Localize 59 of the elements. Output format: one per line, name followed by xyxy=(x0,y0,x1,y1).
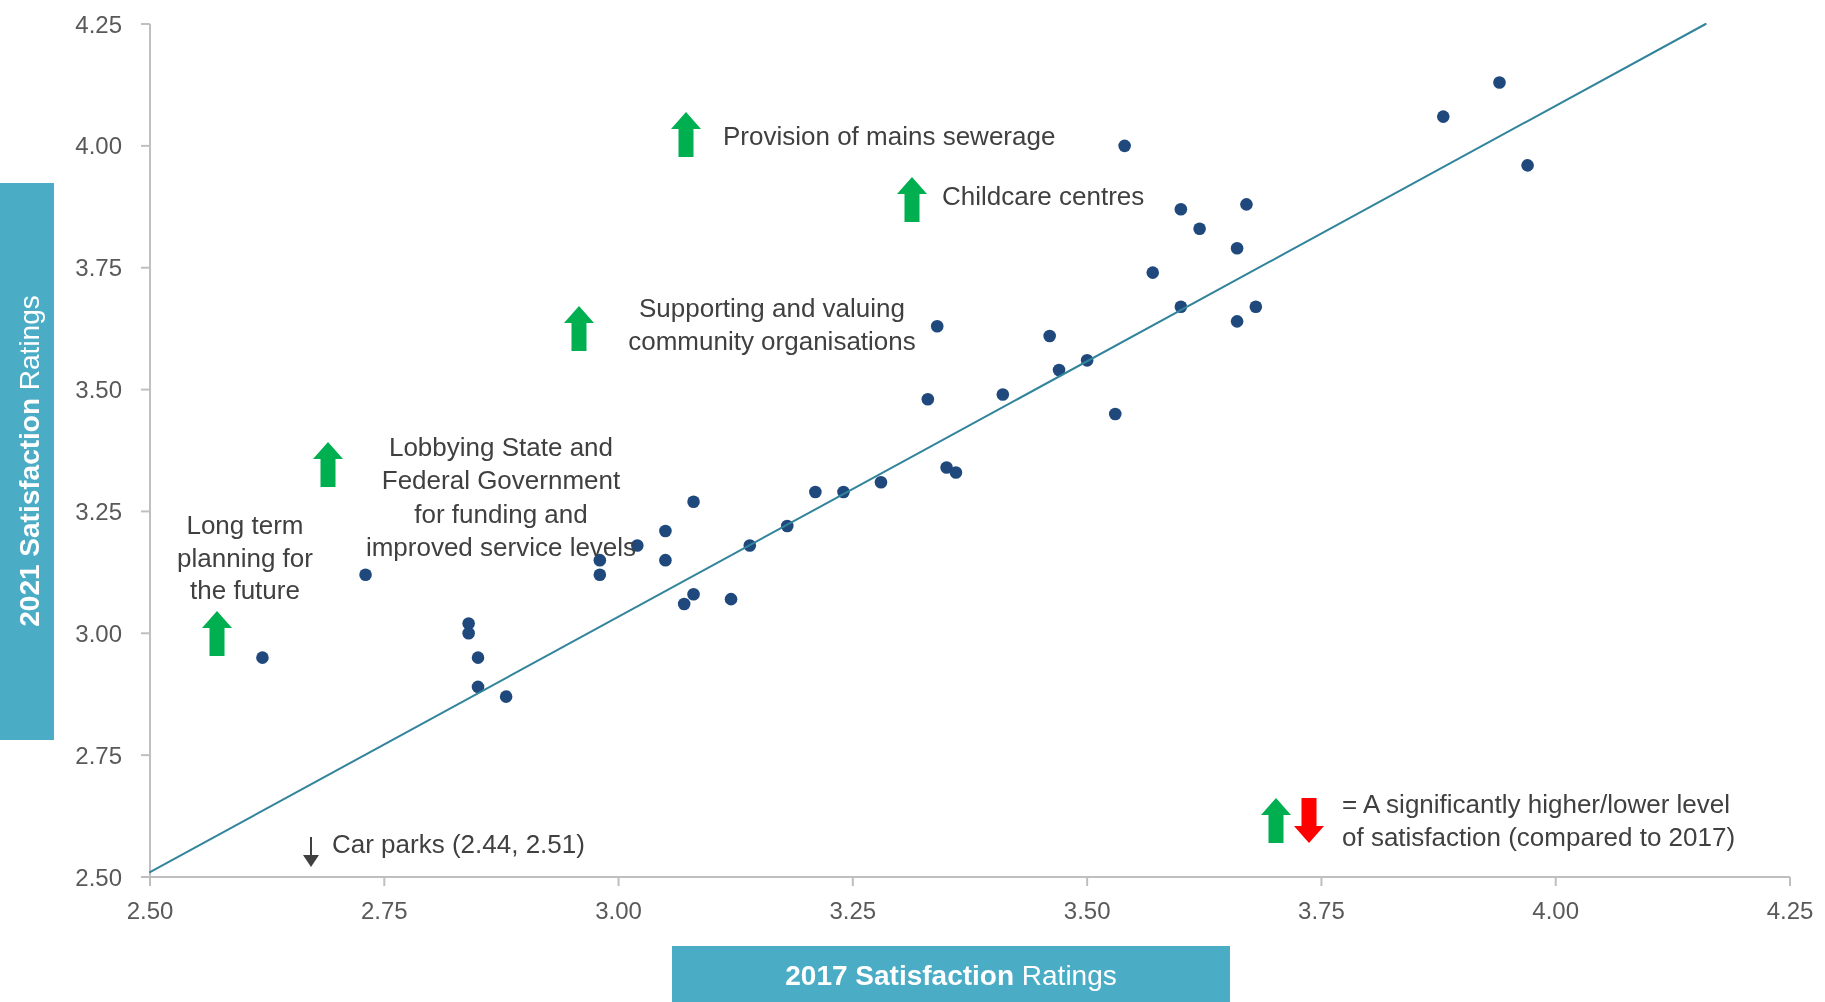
point xyxy=(1174,202,1188,216)
x-tick-label: 3.75 xyxy=(1298,896,1345,924)
point xyxy=(809,485,822,499)
point xyxy=(359,568,372,582)
point xyxy=(996,388,1010,401)
point xyxy=(659,553,672,567)
y-tick-label: 4.25 xyxy=(75,10,122,38)
x-tick-label: 3.50 xyxy=(1063,896,1111,924)
y-tick-label: 2.75 xyxy=(75,741,122,769)
point xyxy=(1436,110,1450,123)
point xyxy=(1146,266,1160,279)
annotation: Long term planning for the future xyxy=(177,510,314,605)
annotation: Childcare centres xyxy=(942,181,1145,211)
point xyxy=(1249,300,1263,314)
point xyxy=(1052,363,1066,377)
y-tick-label: 3.50 xyxy=(75,376,122,404)
point xyxy=(1118,139,1131,153)
point xyxy=(677,597,691,611)
point xyxy=(1043,329,1056,343)
y-axis-title: 2021 Satisfaction Ratings xyxy=(13,295,45,627)
point xyxy=(1493,76,1506,89)
y-tick-label: 3.00 xyxy=(75,619,122,647)
x-tick-label: 2.50 xyxy=(126,896,174,924)
point xyxy=(687,587,700,601)
point xyxy=(874,475,888,489)
x-tick-label: 3.00 xyxy=(595,896,642,924)
y-tick-label: 4.00 xyxy=(75,132,122,160)
point xyxy=(921,393,935,406)
annotation: Lobbying State and Federal Government for funding and improved service levels xyxy=(365,432,637,562)
point xyxy=(471,680,485,694)
x-axis-title: 2017 Satisfaction Ratings xyxy=(785,959,1117,991)
annotation: Supporting and valuing community organisations xyxy=(628,293,916,356)
point xyxy=(687,495,700,508)
point xyxy=(949,466,963,479)
annotation: = A significantly higher/lower level of satisfaction (compared to 2017) xyxy=(1342,789,1736,852)
x-tick-label: 2.75 xyxy=(360,896,408,924)
annotation: Provision of mains sewerage xyxy=(723,121,1056,151)
point xyxy=(659,524,672,538)
x-tick-label: 4.25 xyxy=(1766,896,1814,924)
annotation: Car parks (2.44, 2.51) xyxy=(332,829,585,859)
point xyxy=(256,651,269,664)
point xyxy=(499,690,513,703)
x-tick-label: 4.00 xyxy=(1532,896,1580,924)
point xyxy=(471,651,485,664)
y-tick-label: 3.75 xyxy=(75,254,122,282)
point xyxy=(724,592,738,606)
point xyxy=(1193,222,1206,236)
point xyxy=(1230,241,1244,255)
point xyxy=(930,319,944,333)
y-tick-label: 2.50 xyxy=(75,863,122,891)
point xyxy=(1240,198,1253,211)
x-tick-label: 3.25 xyxy=(829,896,877,924)
point xyxy=(1521,159,1534,172)
point xyxy=(593,568,607,582)
point xyxy=(1108,407,1122,421)
point xyxy=(940,461,953,474)
point xyxy=(462,626,475,640)
point xyxy=(1230,315,1244,328)
y-tick-label: 3.25 xyxy=(75,497,122,525)
